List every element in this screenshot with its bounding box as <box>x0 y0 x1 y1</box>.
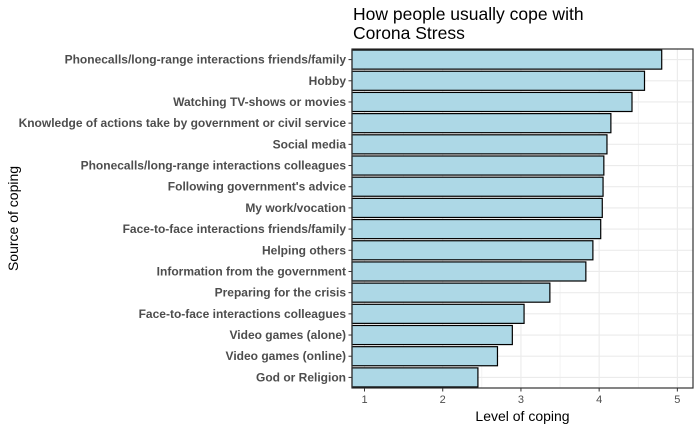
y-category-label: Following government's advice <box>168 180 347 194</box>
x-tick-label: 5 <box>674 394 680 406</box>
bar <box>351 282 551 303</box>
bar <box>351 261 587 282</box>
x-tick-label: 3 <box>518 394 524 406</box>
bars <box>351 49 663 388</box>
y-category-label: Hobby <box>309 74 347 88</box>
bar <box>351 197 603 219</box>
y-category-label: God or Religion <box>256 370 346 384</box>
bar <box>351 303 525 324</box>
bar <box>351 367 479 388</box>
bar <box>351 218 602 240</box>
y-category-label: Face-to-face interactions friends/family <box>123 222 347 236</box>
x-tick-label: 1 <box>361 394 367 406</box>
bar <box>351 155 605 176</box>
y-category-label: Watching TV-shows or movies <box>173 95 346 109</box>
bar <box>351 134 608 155</box>
bar <box>351 70 646 91</box>
y-category-label: Face-to-face interactions colleagues <box>139 307 347 321</box>
x-axis-title: Level of coping <box>475 408 569 424</box>
y-category-label: Video games (online) <box>226 349 346 363</box>
y-category-label: My work/vocation <box>245 201 346 215</box>
bar <box>351 113 612 134</box>
bar <box>351 324 513 346</box>
chart-title-line-2: Corona Stress <box>353 23 465 43</box>
x-tick-label: 2 <box>440 394 446 406</box>
x-tick-label: 4 <box>596 394 602 406</box>
y-category-label: Knowledge of actions take by government … <box>19 116 347 130</box>
bar <box>351 176 604 197</box>
y-category-label: Social media <box>273 137 347 151</box>
y-axis-title: Source of coping <box>5 166 21 271</box>
chart-title-line-1: How people usually cope with <box>353 4 584 24</box>
y-category-label: Helping others <box>262 243 346 257</box>
y-category-label: Video games (alone) <box>230 328 346 342</box>
y-category-label: Information from the government <box>157 264 346 278</box>
y-category-label: Preparing for the crisis <box>215 286 347 300</box>
y-category-labels: Phonecalls/long-range interactions frien… <box>19 53 352 384</box>
y-category-label: Phonecalls/long-range interactions colle… <box>81 159 347 173</box>
x-tick-labels: 1 2 3 4 5 <box>361 388 680 406</box>
bar <box>351 240 594 261</box>
panel-border <box>351 48 694 389</box>
y-category-label: Phonecalls/long-range interactions frien… <box>65 53 347 67</box>
bar <box>351 49 663 70</box>
bar <box>351 346 499 367</box>
bar <box>351 91 633 113</box>
